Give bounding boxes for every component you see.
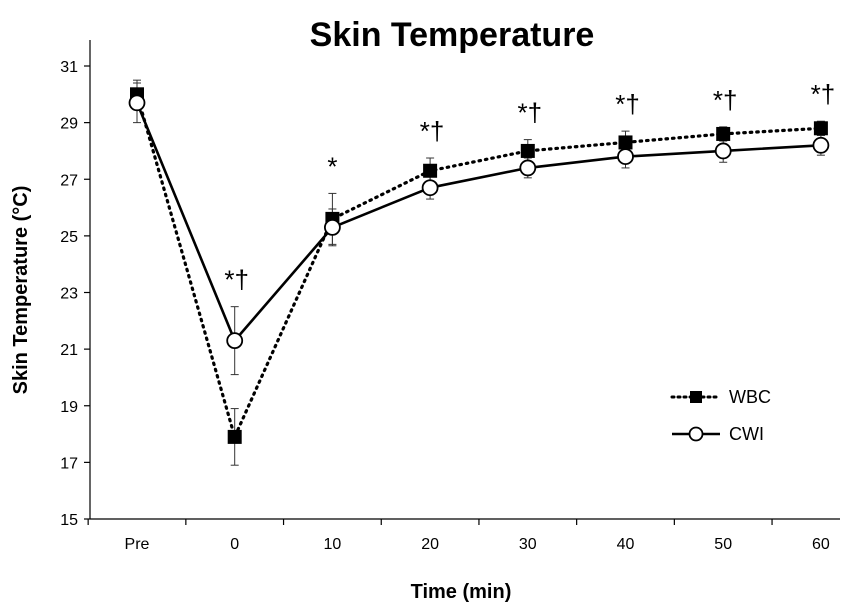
significance-annotation: *†: [518, 98, 543, 128]
cwi-point: [128, 94, 146, 112]
x-tick-label: 50: [714, 536, 732, 553]
y-tick-label: 29: [60, 116, 78, 133]
significance-annotation: *†: [713, 85, 738, 115]
x-tick-label: 40: [617, 536, 635, 553]
y-tick-label: 27: [60, 172, 78, 189]
x-axis-label: Time (min): [411, 581, 512, 603]
y-tick-label: 15: [60, 512, 78, 529]
y-tick-label: 23: [60, 286, 78, 303]
wbc-point: [813, 121, 828, 136]
wbc-series-line: [135, 92, 823, 439]
cwi-point: [714, 142, 732, 160]
legend-cwi-marker: [688, 426, 704, 442]
legend-wbc-marker: [690, 391, 702, 403]
y-tick-label: 21: [60, 342, 78, 359]
wbc-point: [227, 429, 242, 444]
cwi-point: [617, 148, 634, 166]
wbc-point: [423, 163, 438, 178]
wbc-point: [618, 135, 633, 150]
legend-cwi-label: CWI: [729, 424, 764, 444]
x-tick-label: 0: [230, 536, 239, 553]
significance-annotation: *†: [420, 116, 445, 146]
x-tick-label: 30: [519, 536, 537, 553]
y-tick-label: 31: [60, 59, 78, 76]
cwi-series-line: [135, 102, 821, 342]
significance-annotation: *†: [615, 89, 640, 119]
legend: WBC CWI: [670, 387, 771, 444]
legend-wbc-label: WBC: [729, 387, 771, 407]
cwi-point: [812, 136, 830, 154]
cwi-point: [519, 159, 537, 177]
x-tick-label: 60: [812, 536, 830, 553]
y-tick-label: 19: [60, 399, 78, 416]
cwi-point: [323, 218, 341, 236]
significance-annotation: *: [327, 151, 337, 181]
cwi-point: [226, 332, 244, 350]
y-tick-label: 17: [60, 455, 78, 472]
significance-annotation: *†: [811, 79, 836, 109]
y-axis-label: Skin Temperature (°C): [10, 186, 32, 395]
plot-area: 15 17 19 21 23 25 27 29 31 Pre 0 10 20 30 40 50 60 *† * *† *…: [60, 59, 836, 553]
x-tick-label: 20: [421, 536, 439, 553]
y-tick-label: 25: [60, 229, 78, 246]
cwi-point: [421, 179, 439, 197]
x-tick-label: 10: [324, 536, 342, 553]
wbc-point: [520, 143, 535, 158]
significance-annotation: *†: [224, 265, 249, 295]
chart-title: Skin Temperature: [310, 16, 595, 54]
x-tick-label: Pre: [125, 536, 150, 553]
wbc-point: [716, 126, 731, 141]
